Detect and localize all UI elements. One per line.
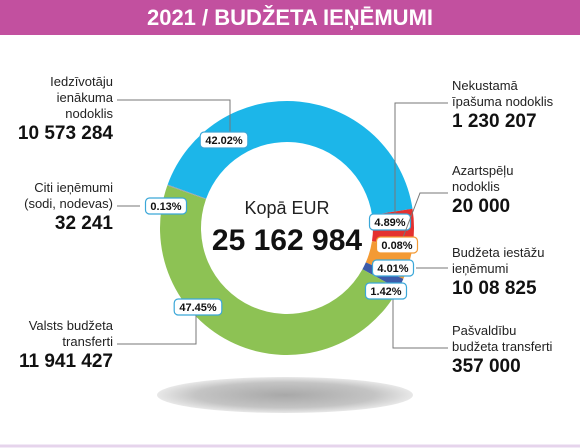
percent-label: 4.89% xyxy=(374,217,405,229)
label-block: Budžeta iestāžu ieņēmumi 10 08 825 xyxy=(452,245,545,301)
value-label: 1 230 207 xyxy=(452,111,537,132)
label-block: Pašvaldību budžeta transferti 357 000 xyxy=(452,323,552,379)
percent-box xyxy=(199,131,249,149)
total: 25 162 984 xyxy=(212,224,362,257)
label-block: Citi ieņēmumi (sodi, nodevas) 32 241 xyxy=(24,180,113,236)
shadow xyxy=(157,377,413,413)
percent-box xyxy=(375,236,419,254)
label-block: Nekustamā īpašuma nodoklis 1 230 207 xyxy=(452,78,553,134)
value-label: 10 573 284 xyxy=(17,123,113,144)
percent-box xyxy=(368,213,412,231)
percent-box xyxy=(173,298,223,316)
center-label: Kopā EUR xyxy=(244,198,329,218)
percent-label: 0.13% xyxy=(150,201,181,213)
category-label: Nekustamā īpašuma nodoklis xyxy=(452,78,554,109)
percent-bubble: 4.01% xyxy=(371,259,415,277)
value-label: 32 241 xyxy=(54,213,113,234)
value-label: 20 000 xyxy=(452,196,511,217)
percent-label: 42.02% xyxy=(205,135,243,147)
leader-line xyxy=(392,299,448,349)
label-block: Azartspēļu nodoklis 20 000 xyxy=(452,163,513,219)
leader-line xyxy=(117,315,197,345)
value-label: 11 941 427 xyxy=(18,351,113,372)
label-block: Valsts budžeta transferti 11 941 427 xyxy=(19,318,113,374)
category-label: Iedzīvotāju ienākuma nodoklis xyxy=(50,74,113,121)
value-label: 357 000 xyxy=(452,356,521,377)
percent-box xyxy=(144,197,188,215)
slice xyxy=(167,184,207,200)
percent-bubble: 0.08% xyxy=(375,236,419,254)
percent-bubble: 47.45% xyxy=(173,298,223,316)
leader-line xyxy=(394,102,448,214)
percent-box xyxy=(371,259,415,277)
percent-label: 0.08% xyxy=(381,240,412,252)
percent-label: 4.01% xyxy=(377,263,408,275)
category-label: Azartspēļu nodoklis xyxy=(452,163,514,194)
value-label: 10 08 825 xyxy=(452,278,537,299)
percent-bubble: 0.13% xyxy=(144,197,188,215)
percent-box xyxy=(364,282,408,300)
label-block: Iedzīvotāju ienākuma nodoklis 10 573 284 xyxy=(18,74,113,146)
category-label: Citi ieņēmumi (sodi, nodevas) xyxy=(24,180,113,211)
percent-bubble: 1.42% xyxy=(364,282,408,300)
percent-label: 1.42% xyxy=(370,286,401,298)
category-label: Valsts budžeta transferti xyxy=(28,318,113,349)
leader-line xyxy=(117,99,231,132)
category-label: Pašvaldību budžeta transferti xyxy=(452,323,553,354)
percent-label: 47.45% xyxy=(179,302,217,314)
leader-line xyxy=(401,192,448,241)
percent-bubble: 42.02% xyxy=(199,131,249,149)
category-label: Budžeta iestāžu ieņēmumi xyxy=(452,245,545,276)
slice xyxy=(167,101,413,215)
chart-title: 2021 / BUDŽETA IEŅĒMUMI xyxy=(0,0,580,35)
percent-bubble: 4.89% xyxy=(368,213,412,231)
